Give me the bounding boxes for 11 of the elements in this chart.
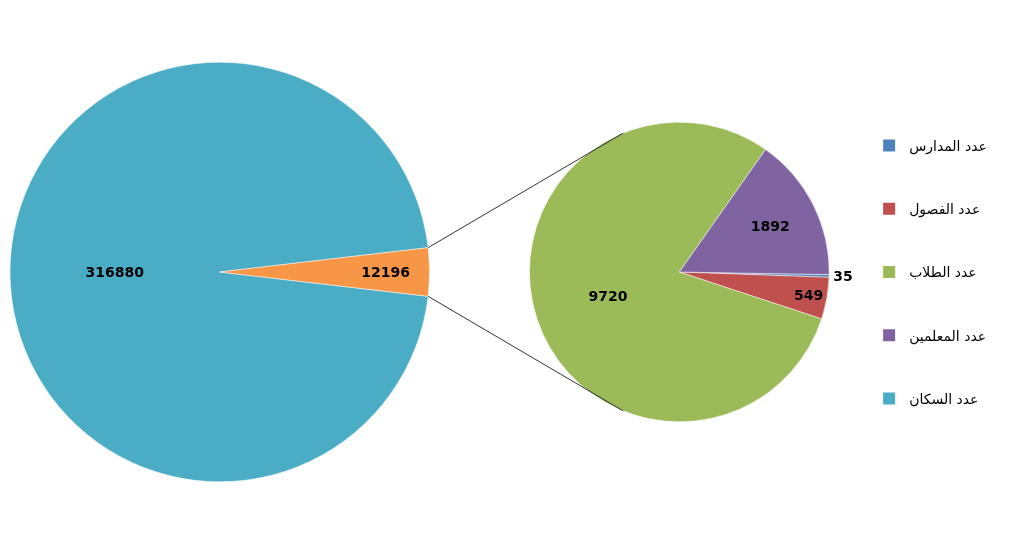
data-label: 35 bbox=[833, 267, 853, 284]
data-label: 1892 bbox=[750, 217, 790, 234]
data-label: 549 bbox=[794, 287, 824, 304]
legend-label: عدد المدارس bbox=[909, 138, 987, 156]
data-label: 12196 bbox=[361, 264, 410, 280]
legend-label: عدد المعلمين bbox=[909, 327, 987, 345]
data-label: 9720 bbox=[588, 287, 628, 304]
legend-label: عدد الفصول bbox=[909, 201, 981, 219]
legend-label: عدد الطلاب bbox=[909, 264, 977, 281]
data-label: 316880 bbox=[85, 264, 145, 280]
legend-label: عدد السكان bbox=[909, 390, 979, 407]
